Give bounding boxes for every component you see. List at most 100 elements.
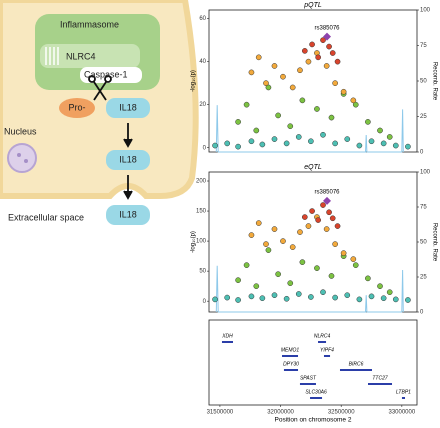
point: [308, 294, 314, 300]
point: [243, 262, 250, 268]
y2-axis-label: Recomb. Rate: [431, 223, 437, 262]
x-tick-label: 32000000: [267, 410, 294, 416]
point: [309, 208, 315, 214]
point: [352, 101, 359, 108]
point: [297, 229, 303, 235]
y-axis-label: -log₁₀(p): [191, 70, 197, 92]
point: [329, 50, 336, 56]
plot-frame: [208, 171, 418, 313]
point: [392, 142, 399, 149]
y2-tick-label: 0: [420, 150, 424, 156]
nucleus-dot: [17, 153, 21, 157]
x-tick-label: 31500000: [207, 410, 234, 416]
point: [368, 138, 375, 145]
point: [287, 280, 294, 287]
point: [283, 295, 290, 302]
point: [271, 292, 278, 299]
label: IL18: [119, 154, 137, 164]
gene-label: TTC27: [372, 375, 388, 381]
point: [301, 48, 308, 54]
arrows: [123, 123, 133, 200]
point: [386, 134, 393, 140]
point: [248, 69, 255, 76]
gene-label: YIPF4: [320, 347, 334, 353]
y2-axis-label: Recomb. Rate: [431, 62, 437, 101]
point: [340, 250, 347, 256]
point: [235, 119, 241, 125]
nucleus-dot: [24, 159, 28, 163]
point: [235, 143, 241, 150]
point: [287, 123, 294, 130]
point: [332, 80, 338, 87]
point: [315, 54, 322, 61]
label: NLRC4: [66, 51, 96, 61]
point: [365, 119, 371, 125]
scissors: [88, 75, 112, 101]
y-axis-label: -log₁₀(p): [191, 231, 197, 253]
label: IL18: [119, 209, 137, 219]
point: [320, 131, 326, 138]
point: [377, 283, 383, 290]
y2-tick-label: 25: [420, 114, 427, 120]
point: [255, 54, 262, 61]
point: [295, 291, 302, 297]
y2-tick-label: 100: [420, 8, 431, 14]
point: [224, 294, 231, 301]
y2-tick-label: 100: [420, 170, 431, 176]
y-tick-label: 20: [199, 102, 206, 108]
point: [380, 140, 387, 147]
point: [332, 294, 338, 301]
label: Caspase-1: [84, 69, 128, 79]
point: [352, 262, 359, 268]
point: [326, 209, 332, 216]
point: [259, 141, 266, 148]
point: [323, 63, 330, 69]
y-tick-label: 100: [196, 239, 207, 245]
point: [323, 226, 330, 232]
il18-shape: [106, 150, 150, 170]
y-tick-label: 0: [203, 299, 207, 305]
point: [248, 232, 255, 238]
gene-label: NLRC4: [314, 333, 331, 339]
gene-label: LTBP1: [396, 389, 411, 395]
point: [299, 259, 306, 265]
lead-snp: [323, 32, 332, 41]
gene-label: XDH: [221, 333, 233, 339]
point: [280, 73, 286, 80]
recomb-line: [215, 265, 404, 313]
y2-tick-label: 50: [420, 79, 427, 85]
point: [320, 289, 326, 296]
point: [255, 220, 262, 226]
point: [259, 295, 266, 302]
point: [301, 214, 308, 220]
gene-label: DPY30: [283, 361, 299, 367]
label: IL18: [119, 102, 137, 112]
y-tick-label: 150: [196, 209, 207, 215]
point: [308, 138, 314, 145]
point: [235, 277, 241, 284]
recomb-line: [215, 105, 404, 153]
point: [235, 297, 241, 303]
point: [350, 256, 357, 262]
label: Inflammasome: [60, 19, 119, 29]
point: [212, 142, 218, 149]
point: [350, 97, 357, 104]
point: [314, 265, 320, 271]
point: [386, 289, 393, 296]
point: [340, 88, 347, 95]
point: [289, 244, 296, 250]
point: [271, 136, 278, 142]
lead-label: rs385076: [314, 25, 340, 31]
y2-tick-label: 25: [420, 275, 427, 281]
point: [344, 292, 351, 299]
point: [263, 80, 269, 87]
il18-shape: [106, 205, 150, 225]
point: [377, 127, 383, 134]
point: [275, 112, 281, 119]
il18-shape: [106, 98, 150, 118]
label: Extracellular space: [8, 212, 84, 222]
point: [248, 138, 255, 145]
y2-tick-label: 0: [420, 310, 424, 316]
point: [283, 140, 290, 147]
y2-tick-label: 50: [420, 240, 427, 246]
